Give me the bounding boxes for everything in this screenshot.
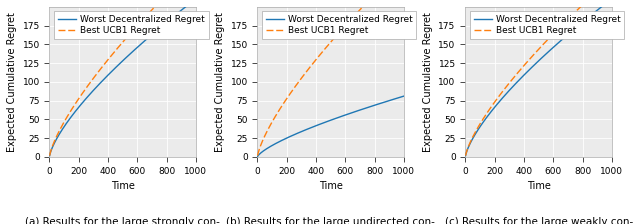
- Worst Decentralized Regret: [253, 155, 261, 158]
- Legend: Worst Decentralized Regret, Best UCB1 Regret: Worst Decentralized Regret, Best UCB1 Re…: [470, 11, 625, 39]
- Worst Decentralized Regret: [396, 96, 403, 99]
- Worst Decentralized Regret: [46, 154, 54, 157]
- Best UCB1 Regret: [529, 54, 537, 57]
- Worst Decentralized Regret: [533, 61, 541, 64]
- Best UCB1 Regret: [53, 134, 61, 137]
- Best UCB1 Regret: [46, 154, 54, 157]
- X-axis label: Time: Time: [319, 181, 342, 191]
- Line: Best UCB1 Regret: Best UCB1 Regret: [465, 0, 612, 156]
- X-axis label: Time: Time: [527, 181, 550, 191]
- Worst Decentralized Regret: [469, 137, 477, 139]
- Legend: Worst Decentralized Regret, Best UCB1 Regret: Worst Decentralized Regret, Best UCB1 Re…: [262, 11, 417, 39]
- X-axis label: Time: Time: [111, 181, 134, 191]
- Y-axis label: Expected Cumulative Regret: Expected Cumulative Regret: [423, 12, 433, 152]
- Best UCB1 Regret: [533, 50, 541, 53]
- Worst Decentralized Regret: [53, 137, 61, 139]
- Line: Best UCB1 Regret: Best UCB1 Regret: [257, 0, 404, 156]
- Worst Decentralized Regret: [396, 96, 403, 99]
- Line: Worst Decentralized Regret: Worst Decentralized Regret: [257, 96, 404, 156]
- Worst Decentralized Regret: [325, 120, 333, 122]
- Worst Decentralized Regret: [461, 154, 469, 157]
- Worst Decentralized Regret: [117, 61, 125, 64]
- Worst Decentralized Regret: [261, 149, 269, 151]
- Worst Decentralized Regret: [188, 1, 196, 3]
- Worst Decentralized Regret: [604, 1, 611, 3]
- Best UCB1 Regret: [469, 135, 477, 138]
- Worst Decentralized Regret: [577, 22, 584, 25]
- Worst Decentralized Regret: [188, 1, 195, 3]
- Worst Decentralized Regret: [529, 65, 537, 68]
- Y-axis label: Expected Cumulative Regret: Expected Cumulative Regret: [215, 12, 225, 152]
- Text: (a) Results for the large strongly con-
nected generated graphs.: (a) Results for the large strongly con- …: [25, 217, 220, 224]
- Best UCB1 Regret: [253, 154, 261, 157]
- Worst Decentralized Regret: [321, 121, 329, 124]
- Y-axis label: Expected Cumulative Regret: Expected Cumulative Regret: [7, 12, 17, 152]
- Text: (b) Results for the large undirected con-
nected generated graphs.: (b) Results for the large undirected con…: [226, 217, 435, 224]
- Best UCB1 Regret: [321, 48, 329, 50]
- Legend: Worst Decentralized Regret, Best UCB1 Regret: Worst Decentralized Regret, Best UCB1 Re…: [54, 11, 209, 39]
- Best UCB1 Regret: [261, 134, 269, 137]
- Worst Decentralized Regret: [113, 65, 121, 68]
- Best UCB1 Regret: [117, 43, 125, 46]
- Best UCB1 Regret: [325, 43, 333, 46]
- Best UCB1 Regret: [113, 48, 121, 50]
- Text: (c) Results for the large weakly con-
nected generated graphs.: (c) Results for the large weakly con- ne…: [445, 217, 633, 224]
- Line: Worst Decentralized Regret: Worst Decentralized Regret: [50, 0, 196, 156]
- Line: Best UCB1 Regret: Best UCB1 Regret: [50, 0, 196, 156]
- Worst Decentralized Regret: [400, 95, 408, 97]
- Worst Decentralized Regret: [369, 104, 376, 107]
- Best UCB1 Regret: [577, 5, 584, 8]
- Worst Decentralized Regret: [161, 22, 169, 25]
- Worst Decentralized Regret: [604, 1, 611, 3]
- Line: Worst Decentralized Regret: Worst Decentralized Regret: [465, 0, 612, 156]
- Best UCB1 Regret: [461, 154, 469, 157]
